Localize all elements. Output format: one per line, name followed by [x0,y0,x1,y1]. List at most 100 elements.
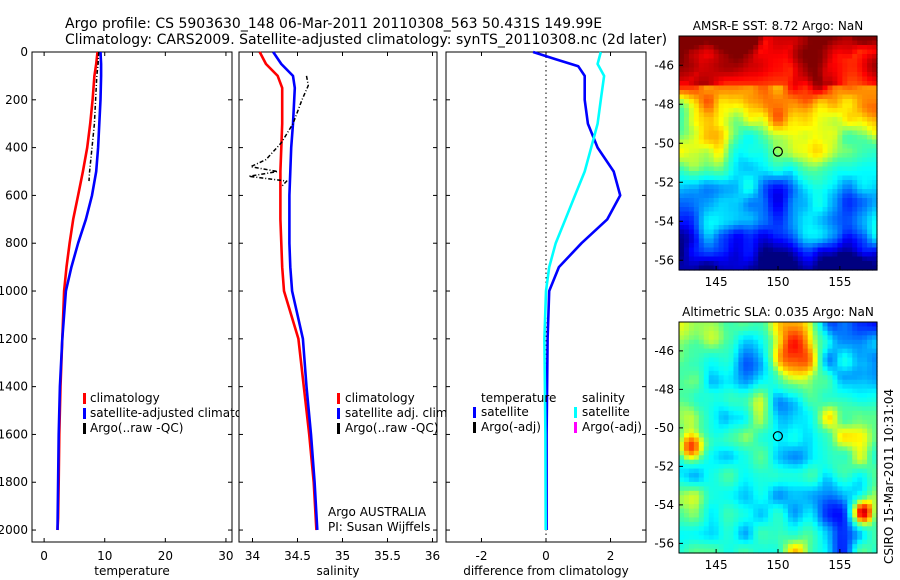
temperature-legend-label: satellite-adjusted climatology [90,406,268,420]
sla_map-cell [792,384,799,390]
sst_map-cell [822,171,829,177]
sst_map-cell [852,243,858,249]
sst_map-cell [718,72,725,78]
sst_map-cell [787,99,794,105]
sla_map-cell [733,419,739,425]
sst_map-cell [693,198,700,204]
sla_map-cell [832,357,838,363]
sla_map-cell [862,526,868,532]
sst_map-cell [748,36,754,42]
sla_map-cell [782,548,789,554]
sst_map-cell [837,238,843,244]
sst_map-cell [867,99,873,105]
sst_map-cell [708,72,715,78]
sst_map-cell [812,58,819,64]
sst_map-cell [688,130,695,136]
sst_map-cell [827,139,834,145]
sst_map-cell [738,126,744,132]
sst_map-cell [713,153,720,159]
sst_map-cell [743,202,749,208]
sst_map-cell [812,252,819,258]
sst_map-cell [862,243,868,249]
sst_map-title: AMSR-E SST: 8.72 Argo: NaN [693,19,863,33]
sst_map-cell [852,180,858,186]
sst_map-cell [773,256,779,262]
sst_map-cell [867,202,873,208]
sla_map-cell [773,481,779,487]
sst_map-cell [723,220,730,226]
sla_map-title: Altimetric SLA: 0.035 Argo: NaN [682,305,874,319]
sla_map-cell [743,433,749,439]
sst_map-cell [802,81,809,87]
sla_map-cell [693,521,700,527]
sla_map-cell [679,517,685,523]
sst_map-cell [797,265,804,271]
sst_map-cell [763,234,769,240]
sla_map-cell [852,455,858,461]
sst_map-cell [857,166,863,172]
sla_map-cell [862,393,868,399]
sla_map-cell [782,330,789,336]
sla_map-cell [713,428,720,434]
sla_map-cell [837,513,843,519]
sla_map-cell [708,521,715,527]
sla_map-cell [758,433,764,439]
sla_map-cell [679,530,685,536]
sla_map-cell [728,526,735,532]
temperature-ytick-label: 200 [5,93,28,107]
sla_map-cell [743,477,749,483]
sst_map-cell [733,126,739,132]
sla_map-cell [728,419,735,425]
sla_map-cell [822,441,829,447]
sla_map-cell [847,335,853,341]
sla_map-cell [679,357,685,363]
sla_map-cell [842,548,848,554]
sla_map-cell [822,539,829,545]
sla_map-cell [773,419,779,425]
sla_map-cell [832,544,838,550]
sst_map-cell [773,225,779,231]
sst_map-cell [768,85,774,91]
sst_map-cell [782,207,789,213]
sst_map-cell [713,193,720,199]
sst_map-cell [827,58,834,64]
sst_map-cell [778,40,784,46]
sst_map-cell [827,135,834,141]
sst_map-cell [782,40,789,46]
sst_map-cell [768,256,774,262]
sla_map-cell [802,526,809,532]
sla_map-cell [758,419,764,425]
sst_map-cell [857,130,863,136]
sst_map-cell [867,211,873,217]
sla_map-cell [713,357,720,363]
sst_map-cell [728,126,735,132]
sla_map-cell [857,335,863,341]
sst_map-cell [763,94,769,100]
sla_map-cell [723,548,730,554]
sla_map-cell [778,544,784,550]
sst_map-cell [733,198,739,204]
sla_map-cell [862,477,868,483]
sst_map-cell [773,229,779,235]
salinity-series-0-line [258,51,318,531]
sla_map-cell [718,428,725,434]
sst_map-cell [812,67,819,73]
sla_map-cell [807,361,814,368]
sst_map-cell [857,193,863,199]
sla_map-cell [763,366,769,372]
sst_map-cell [812,85,819,91]
sla_map-cell [748,366,754,372]
sst_map-cell [827,193,834,199]
sst_map-cell [728,220,735,226]
sst_map-cell [718,247,725,253]
sst_map-cell [723,103,730,109]
sla_map-cell [738,450,744,456]
sst_map-cell [842,238,848,244]
sst_map-cell [693,220,700,226]
sst_map-cell [802,256,809,262]
sst_map-cell [698,72,705,78]
sst_map-cell [872,193,878,199]
sla_map-cell [713,424,720,430]
sla_map-cell [837,428,843,434]
sst_map-cell [763,157,769,163]
